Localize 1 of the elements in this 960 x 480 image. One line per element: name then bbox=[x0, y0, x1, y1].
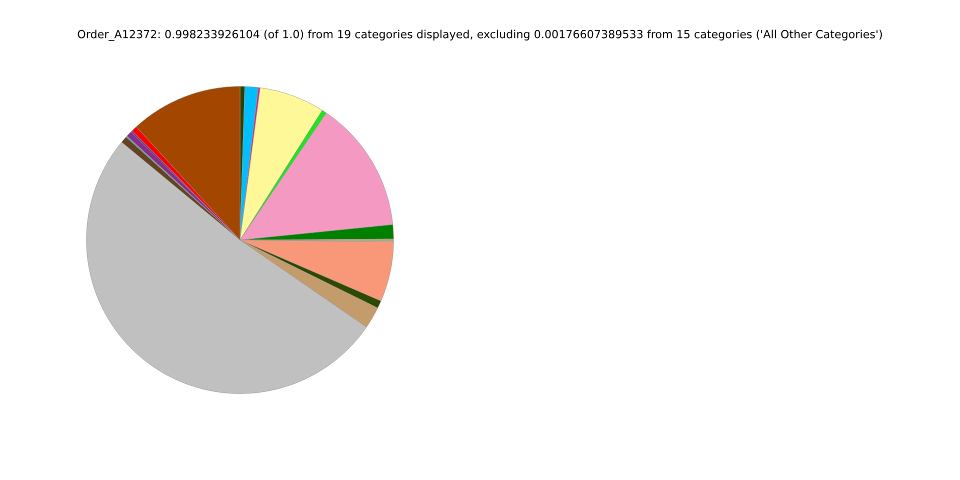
text: Order_A12372: 0.998233926104 (of 1.0) from 19 categories displayed, excluding 0.00176607389533 from 15 categories ('All Other Categories') bbox=[78, 30, 882, 41]
